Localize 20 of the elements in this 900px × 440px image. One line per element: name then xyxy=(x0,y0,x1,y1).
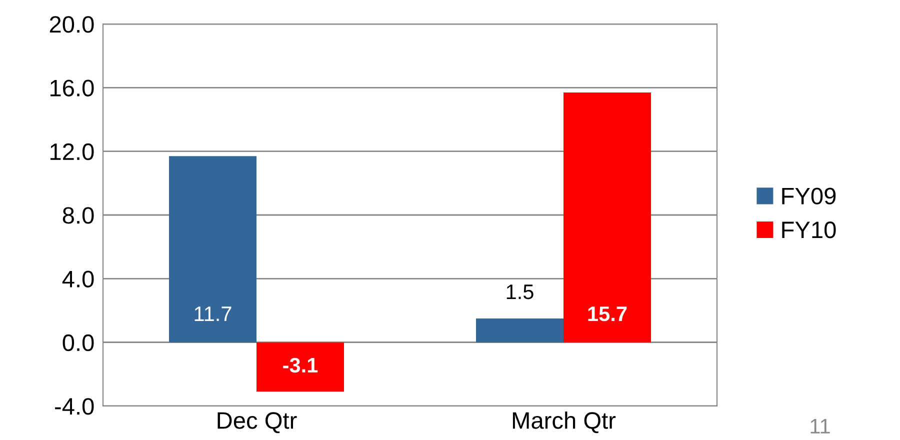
legend-label: FY09 xyxy=(782,188,836,204)
bar xyxy=(476,318,564,342)
y-tick-label: 4.0 xyxy=(62,270,94,288)
data-label: 1.5 xyxy=(506,284,534,300)
x-tick-label: Dec Qtr xyxy=(218,412,297,434)
y-tick-label: 20.0 xyxy=(50,16,94,33)
data-label: 15.7 xyxy=(588,306,627,322)
data-label: -3.1 xyxy=(283,358,318,373)
y-tick-label: 8.0 xyxy=(62,207,94,224)
y-tick-label: 16.0 xyxy=(50,80,94,96)
y-tick-label: 0.0 xyxy=(62,334,94,352)
legend-label: FY10 xyxy=(782,222,836,238)
bar xyxy=(169,156,256,342)
text: 11 xyxy=(810,419,830,434)
bar xyxy=(256,342,344,392)
y-tick-label: 12.0 xyxy=(50,143,94,160)
y-tick-label: -4.0 xyxy=(55,398,94,415)
data-label: 11.7 xyxy=(194,306,232,321)
x-tick-label: March Qtr xyxy=(512,412,616,434)
bar xyxy=(564,92,651,342)
